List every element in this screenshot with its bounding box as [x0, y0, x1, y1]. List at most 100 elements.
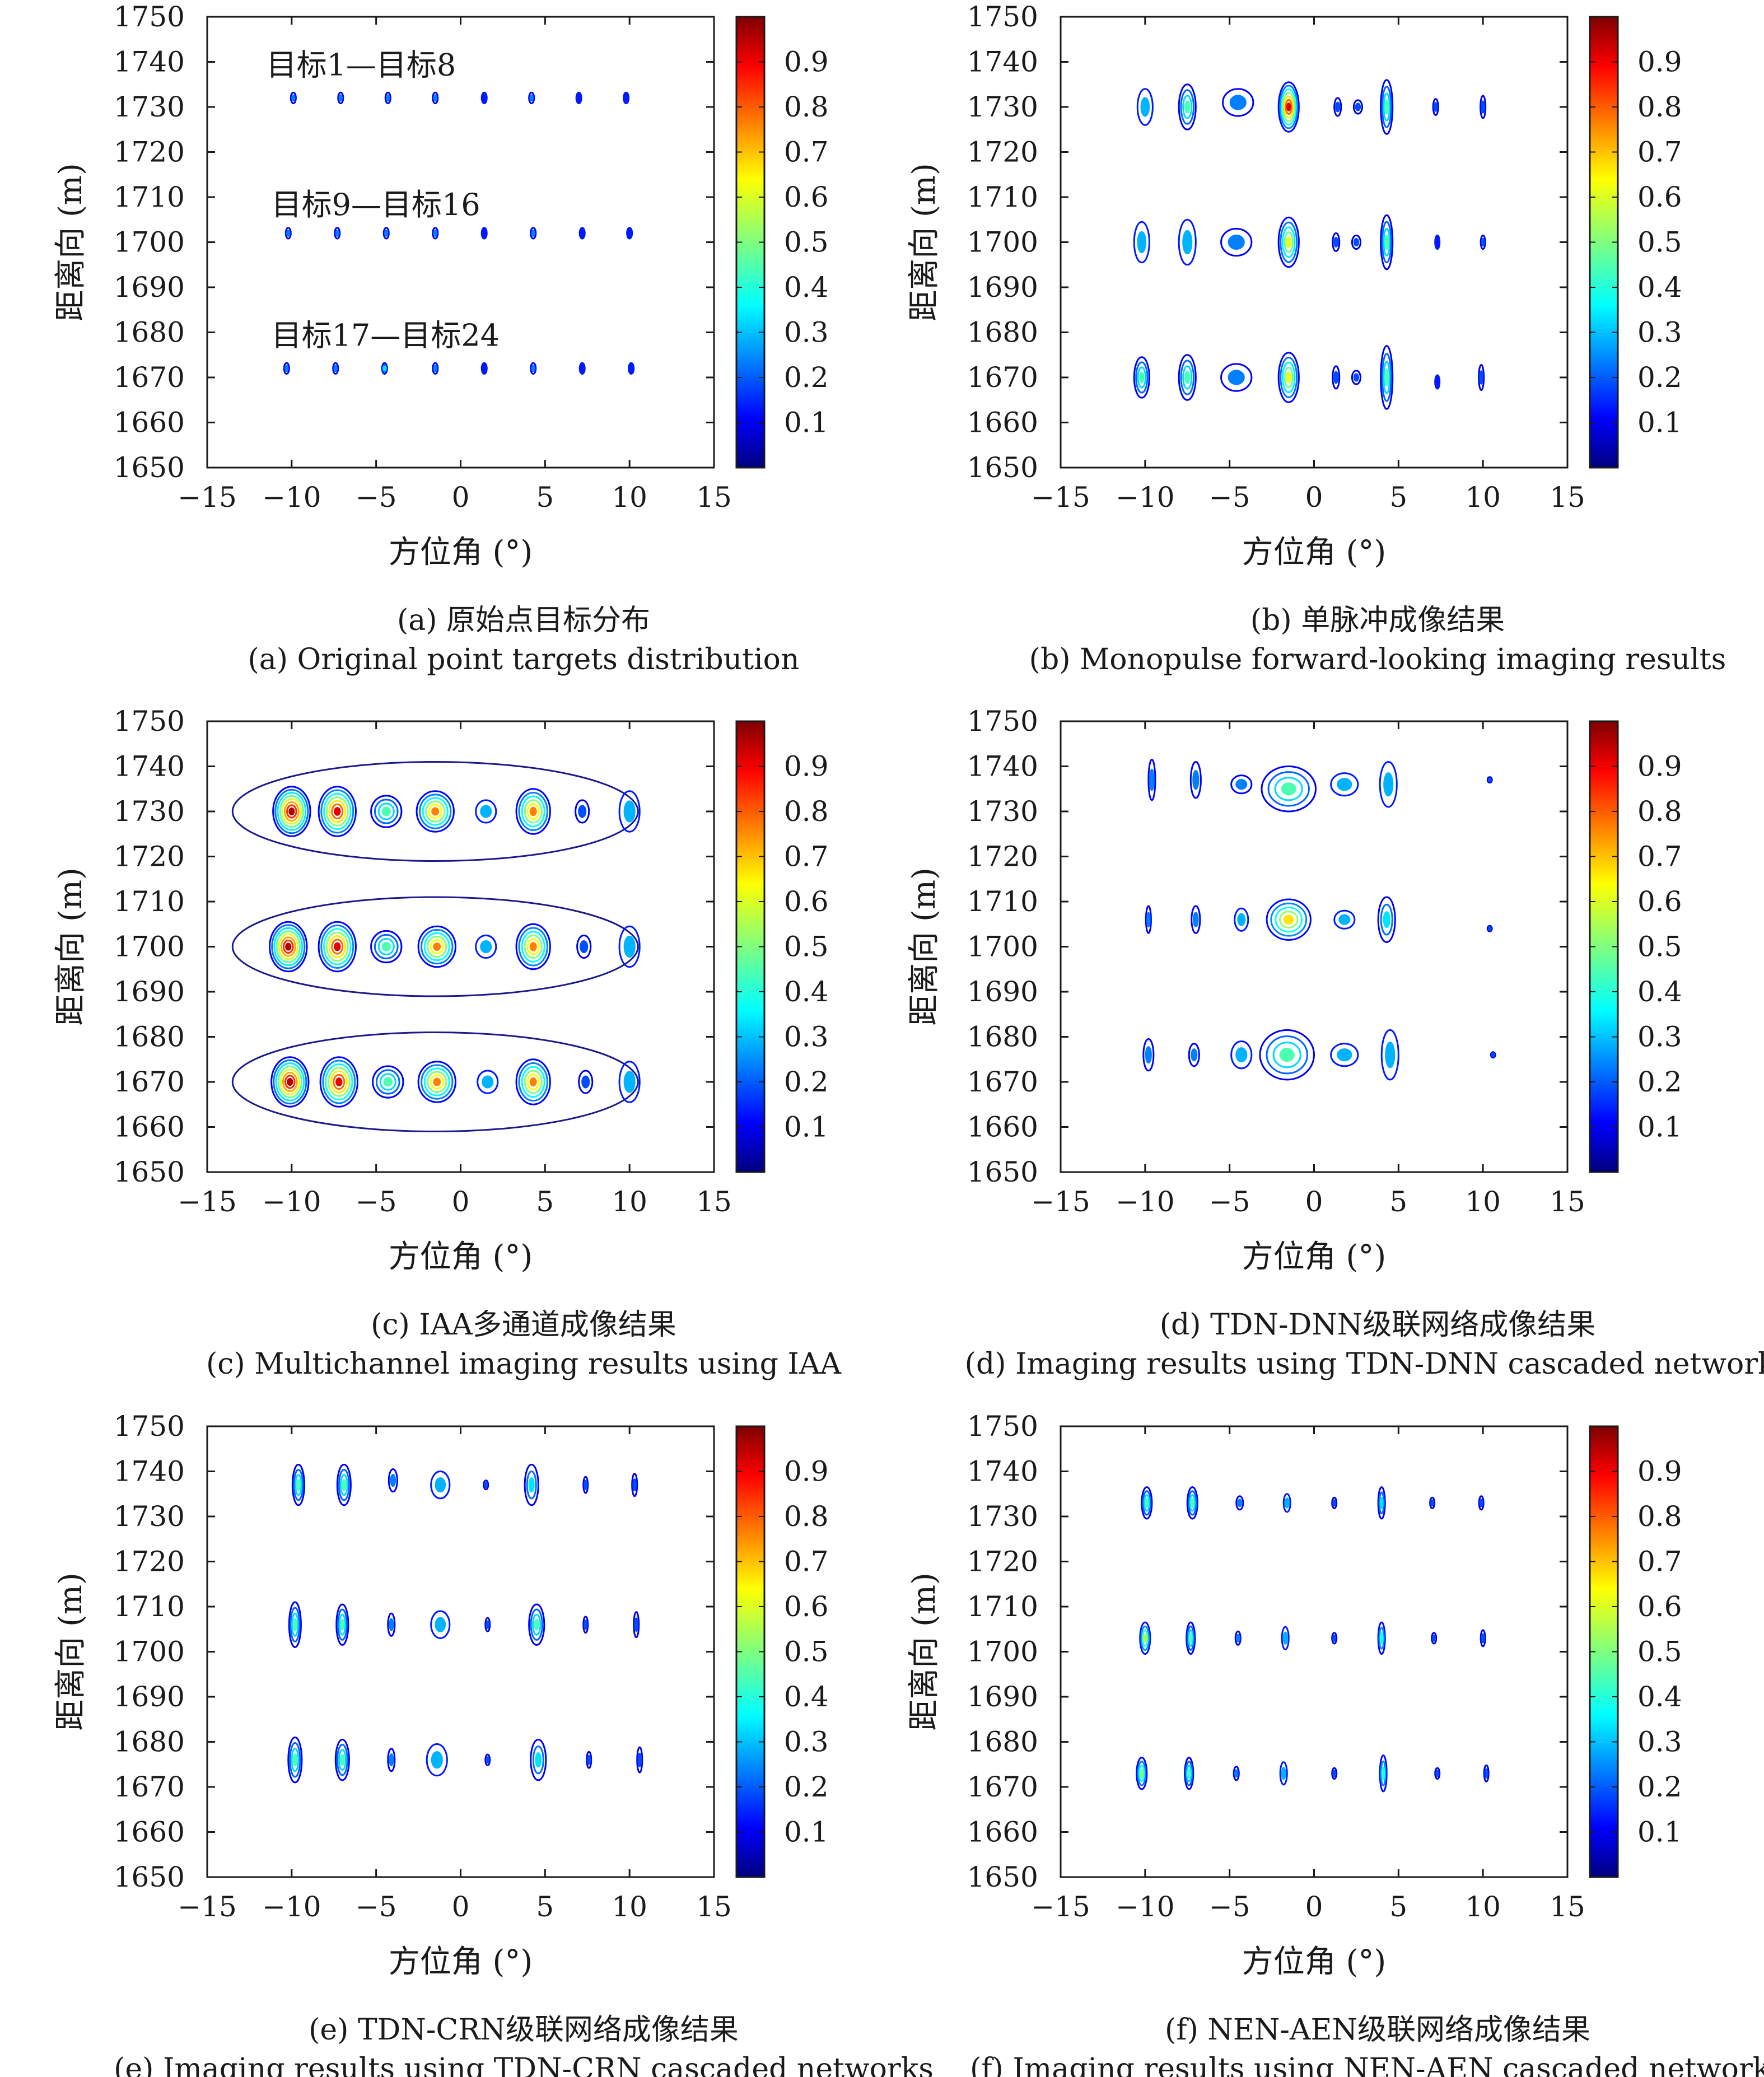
contour-level	[1383, 92, 1390, 122]
target-contour	[1139, 1621, 1151, 1655]
contour-level	[421, 928, 454, 965]
colorbar-tick-label: 0.1	[784, 407, 829, 439]
contour-level	[430, 1610, 451, 1639]
y-tick-label: 1740	[114, 750, 185, 783]
y-tick-label: 1670	[114, 361, 185, 394]
contour-level	[279, 795, 305, 828]
x-axis-label: 方位角 (°)	[389, 1944, 533, 1980]
contour-level	[377, 802, 395, 820]
contour-level	[1491, 1052, 1495, 1058]
colorbar-tick-label: 0.3	[1637, 316, 1682, 349]
caption-en: (a) Original point targets distribution	[248, 643, 800, 676]
contour-level	[1383, 911, 1390, 928]
contour-level	[632, 1478, 637, 1492]
contour-level	[284, 227, 292, 240]
contour-level	[1138, 371, 1145, 384]
x-tick-label: 15	[1550, 1891, 1585, 1923]
colorbar-tick-label: 0.7	[1637, 1546, 1682, 1578]
target-contour	[528, 1603, 545, 1646]
target-contour	[1351, 234, 1361, 250]
target-contour	[318, 786, 357, 837]
contour-level	[431, 807, 440, 816]
contour-level	[1284, 231, 1294, 253]
contour-level	[1142, 1490, 1152, 1516]
contour-level	[1337, 778, 1352, 791]
contour-level	[1286, 102, 1291, 111]
y-tick-label: 1730	[967, 91, 1038, 123]
x-tick-label: 15	[1550, 481, 1585, 514]
target-contour	[382, 227, 390, 240]
contour-level	[291, 1612, 299, 1637]
contour-level	[529, 94, 534, 102]
contour-level	[1434, 374, 1441, 390]
target-contour	[515, 923, 551, 970]
contour-level	[1332, 365, 1341, 390]
target-contour	[618, 1061, 641, 1103]
contour-level	[423, 932, 450, 962]
target-contour	[618, 925, 641, 968]
contour-level	[417, 925, 456, 968]
contour-level	[1351, 234, 1361, 250]
target-contour	[1377, 1621, 1386, 1655]
contour-level	[336, 1744, 348, 1776]
contour-level	[623, 91, 630, 105]
contour-level	[1383, 772, 1394, 797]
contour-level	[341, 1479, 347, 1491]
contour-level	[1234, 1630, 1242, 1646]
contour-level	[1383, 227, 1390, 257]
contour-level	[1145, 1498, 1149, 1508]
x-tick-label: −5	[1209, 1891, 1250, 1923]
x-tick-label: −5	[356, 481, 397, 514]
contour-level	[534, 1618, 540, 1631]
contour-level	[1481, 100, 1485, 114]
target-contour	[334, 1738, 350, 1781]
contour-level	[477, 1070, 499, 1094]
contour-level	[633, 1611, 640, 1639]
contour-level	[274, 788, 309, 834]
contour-level	[475, 934, 497, 959]
contour-level	[339, 1754, 345, 1766]
target-contour	[1222, 88, 1254, 117]
contour-level	[526, 938, 540, 955]
x-tick-label: −10	[262, 481, 321, 514]
contour-level	[382, 366, 387, 371]
contour-level	[480, 362, 488, 375]
contour-level	[1135, 361, 1149, 394]
colorbar-tick-label: 0.6	[784, 885, 829, 918]
contour-level	[1335, 101, 1341, 113]
x-axis-label: 方位角 (°)	[1242, 534, 1387, 571]
contour-level	[1379, 1754, 1388, 1793]
colorbar-tick-label: 0.6	[1637, 1590, 1682, 1623]
target-contour	[1230, 1040, 1253, 1070]
colorbar-tick-label: 0.5	[1637, 226, 1682, 259]
contour-level	[1281, 782, 1296, 796]
contour-level	[277, 1065, 303, 1099]
target-contour	[578, 362, 586, 375]
target-contour	[1377, 896, 1396, 943]
target-contour	[1351, 370, 1361, 385]
target-contour	[1234, 1630, 1242, 1646]
x-tick-label: −15	[178, 481, 237, 514]
panel-f: −15 −10 −5 0 5 10 15 1650 1660 1670 1680 1690 1700 17…	[906, 1410, 1764, 2077]
colorbar-tick-label: 0.3	[784, 316, 829, 349]
contour-level	[292, 1753, 298, 1767]
caption-en: (d) Imaging results using TDN-DNN cascad…	[965, 1347, 1764, 1381]
contour-level	[530, 1738, 547, 1781]
contour-level	[482, 1075, 494, 1089]
colorbar-tick-label: 0.7	[1637, 841, 1682, 873]
contour-level	[318, 921, 357, 973]
y-tick-label: 1710	[967, 885, 1038, 918]
x-axis-label: 方位角 (°)	[1242, 1239, 1387, 1275]
y-tick-label: 1680	[114, 1021, 185, 1053]
contour-level	[325, 796, 349, 827]
caption-cn: (e) TDN-CRN级联网络成像结果	[309, 2013, 739, 2047]
contour-level	[1178, 354, 1197, 401]
contour-level	[290, 1607, 301, 1642]
contour-level	[1332, 1499, 1337, 1507]
contour-level	[1481, 1633, 1485, 1644]
contour-level	[1480, 1629, 1486, 1647]
contour-level	[1280, 88, 1297, 126]
target-contour	[1235, 1495, 1244, 1511]
target-contour	[337, 91, 344, 105]
target-contour	[372, 1065, 404, 1099]
